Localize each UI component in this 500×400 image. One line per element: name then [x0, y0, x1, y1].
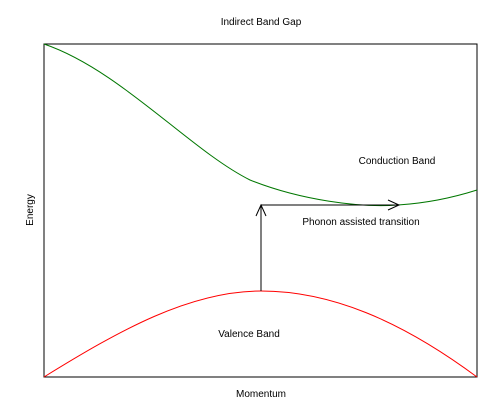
conduction-band-label: Conduction Band: [359, 156, 436, 167]
transition-label: Phonon assisted transition: [302, 217, 419, 228]
conduction-band-curve: [43, 43, 478, 207]
horizontal-arrowhead: [387, 199, 401, 211]
x-axis-label: Momentum: [236, 389, 286, 400]
y-axis-label: Energy: [25, 194, 36, 226]
valence-band-label: Valence Band: [218, 329, 280, 340]
plot-frame: [43, 43, 478, 378]
diagram-title: Indirect Band Gap: [221, 17, 302, 28]
